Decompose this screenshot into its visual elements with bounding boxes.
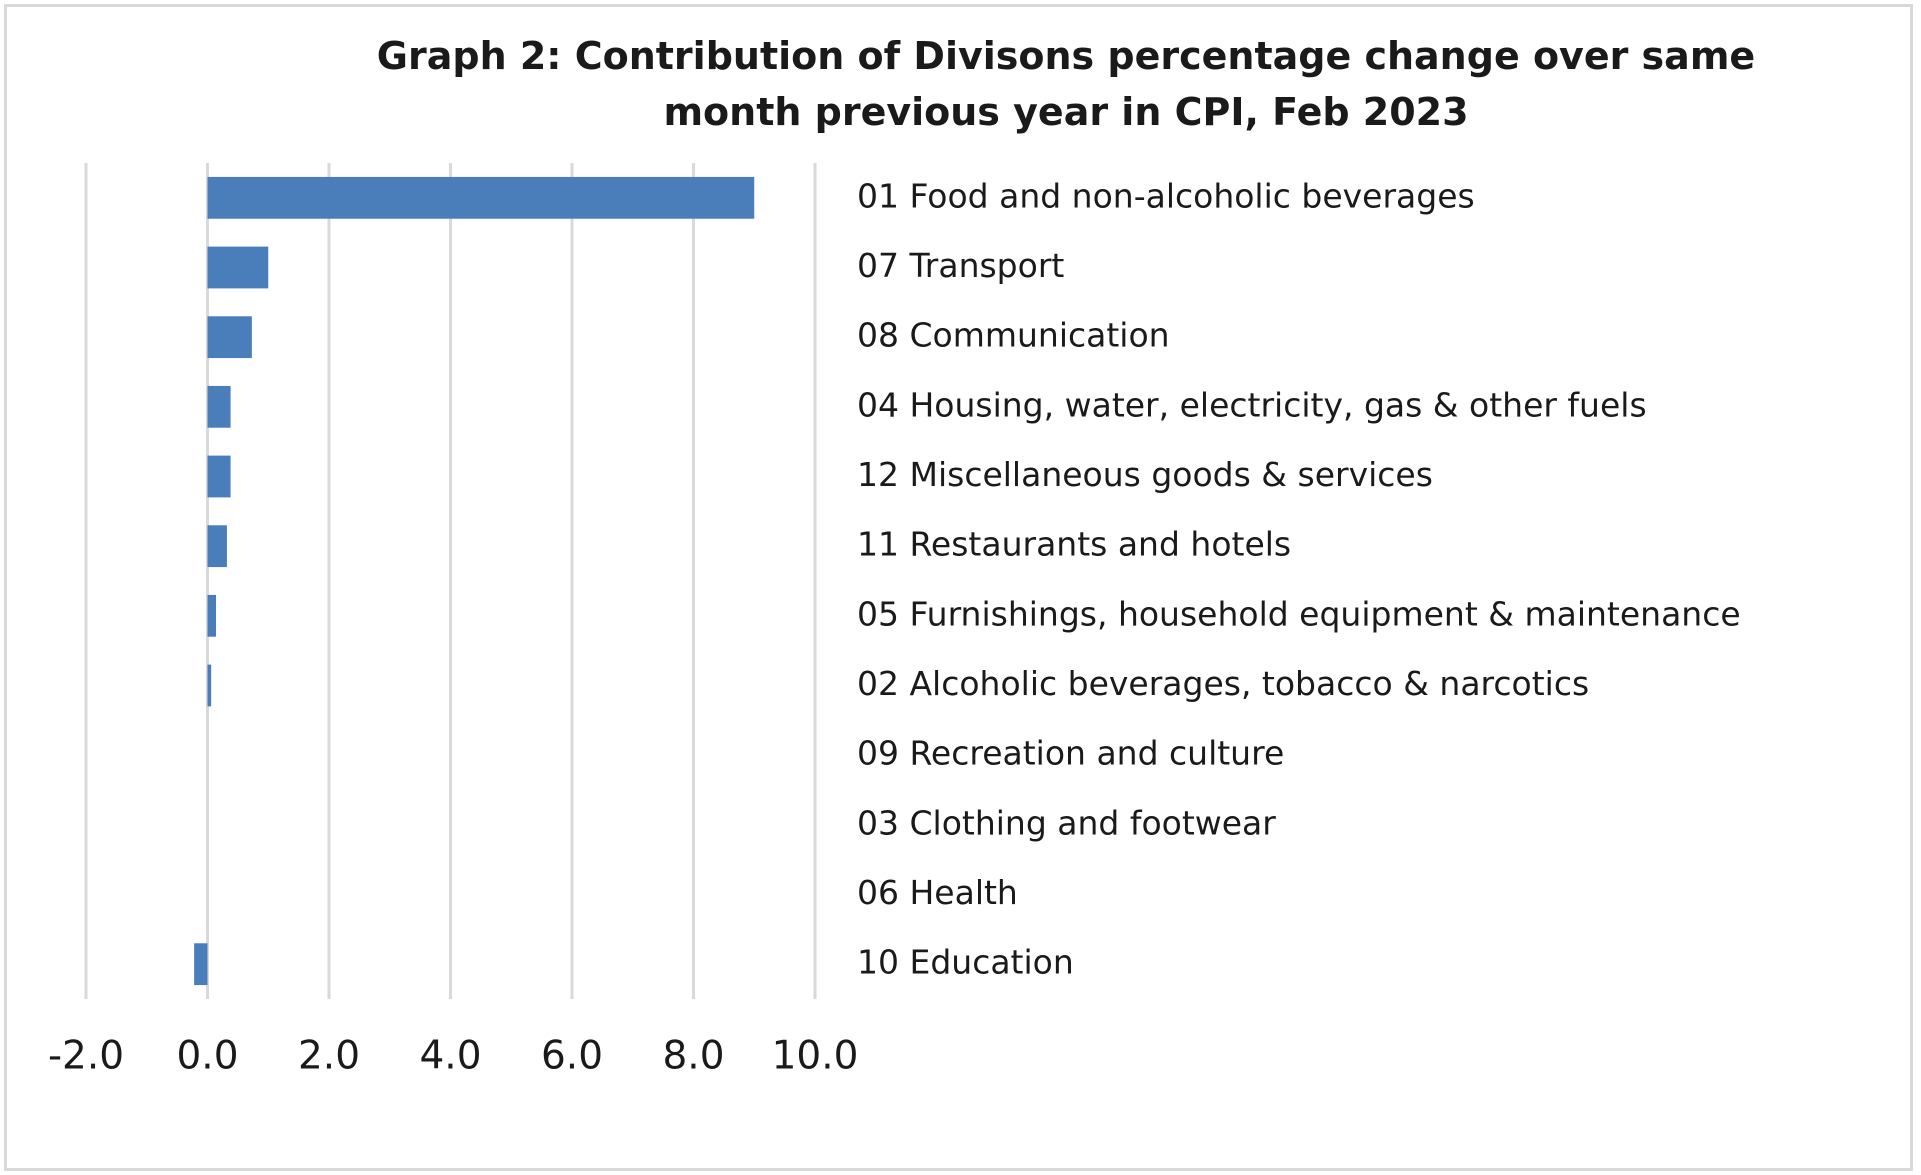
bar bbox=[194, 943, 208, 986]
bar bbox=[207, 246, 269, 289]
chart-title: Graph 2: Contribution of Divisons percen… bbox=[376, 34, 1756, 134]
x-tick-label: 10.0 bbox=[772, 1034, 859, 1079]
x-tick-label: -2.0 bbox=[48, 1034, 124, 1079]
x-tick-label: 0.0 bbox=[176, 1034, 238, 1079]
category-label: 03 Clothing and footwear bbox=[857, 803, 1276, 842]
category-label: 04 Housing, water, electricity, gas & ot… bbox=[857, 385, 1647, 424]
bar bbox=[207, 594, 217, 637]
bar bbox=[207, 176, 755, 219]
category-label: 11 Restaurants and hotels bbox=[857, 525, 1291, 564]
category-label: 09 Recreation and culture bbox=[857, 734, 1284, 773]
category-label: 08 Communication bbox=[857, 316, 1170, 355]
x-tick-label: 8.0 bbox=[662, 1034, 724, 1079]
bar bbox=[207, 385, 231, 428]
category-label: 05 Furnishings, household equipment & ma… bbox=[857, 594, 1741, 633]
category-label: 12 Miscellaneous goods & services bbox=[857, 455, 1433, 494]
x-tick-label: 2.0 bbox=[298, 1034, 360, 1079]
chart-frame bbox=[4, 4, 1913, 1171]
category-label: 02 Alcoholic beverages, tobacco & narcot… bbox=[857, 664, 1589, 703]
category-label: 07 Transport bbox=[857, 246, 1064, 285]
x-tick-label: 6.0 bbox=[541, 1034, 603, 1079]
category-label: 06 Health bbox=[857, 873, 1018, 912]
category-label: 01 Food and non-alcoholic beverages bbox=[857, 176, 1475, 215]
category-label: 10 Education bbox=[857, 943, 1074, 982]
bar bbox=[207, 316, 252, 359]
bar bbox=[207, 525, 227, 568]
bar bbox=[207, 664, 212, 707]
x-tick-label: 4.0 bbox=[419, 1034, 481, 1079]
bar bbox=[207, 455, 231, 498]
